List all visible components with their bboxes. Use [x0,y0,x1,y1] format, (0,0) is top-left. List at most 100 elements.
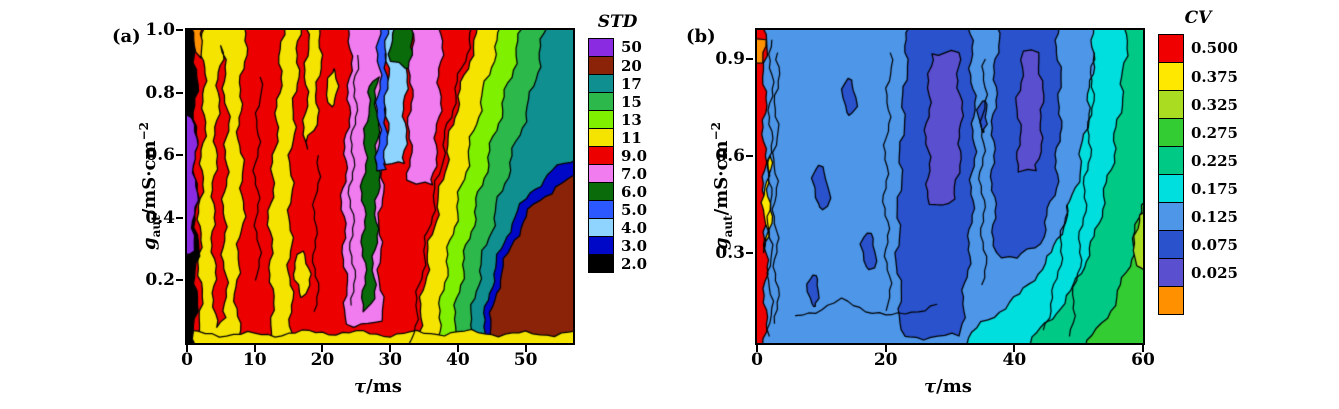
colorbar-swatch [588,200,614,219]
x-tick [1013,345,1016,352]
y-axis-subscript: aut [720,215,735,238]
y-tick-label: 0.3 [715,242,745,263]
y-tick-label: 0.4 [145,207,175,228]
x-tick-label: 0 [751,350,763,370]
colorbar-entry: 3.0 [588,236,648,255]
colorbar-swatch [588,164,614,183]
colorbar-entry-label: 20 [621,56,642,75]
colorbar-swatch [1158,286,1184,315]
colorbar-entry: 0.125 [1158,202,1238,231]
colorbar-entry: 17 [588,74,647,93]
colorbar-entry-label: 0.225 [1191,151,1238,170]
x-tick [456,345,459,352]
x-tick [321,345,324,352]
contour-plot-b: 0 20 40 60 0.3 0.6 0.9 [715,28,1155,370]
colorbar-swatch [1158,174,1184,203]
colorbar-swatch [588,92,614,111]
y-axis-exponent: −2 [137,122,152,141]
colorbar-entry-label: 3.0 [621,236,648,255]
panel-b-y-axis-label: gaut/mS·cm−2 [709,122,735,250]
colorbar-swatch [588,110,614,129]
colorbar-entry: 13 [588,110,647,129]
x-axis-variable: τ [354,376,367,397]
y-tick [176,279,183,282]
colorbar-entry: 20 [588,56,647,75]
colorbar-entry [1158,286,1238,315]
panel-b-x-axis-label: τ/ms [924,376,972,397]
colorbar-entry-label: 0.275 [1191,123,1238,142]
x-tick-label: 40 [1002,350,1027,370]
colorbar-entry-label: 2.0 [621,254,648,273]
x-tick [389,345,392,352]
colorbar-std: STD 50 20 17 15 13 11 9.0 7.0 6.0 5.0 4.0 3.0 2.0 [588,12,647,273]
y-tick [176,154,183,157]
colorbar-entry-label: 15 [621,92,642,111]
colorbar-swatch [588,56,614,75]
colorbar-entry-label: 0.500 [1191,39,1238,57]
y-tick [176,91,183,94]
colorbar-entry: 15 [588,92,647,111]
colorbar-entry-label: 0.125 [1191,207,1238,226]
x-tick [253,345,256,352]
y-tick-label: 0.2 [145,270,175,291]
colorbar-swatch [1158,34,1184,63]
colorbar-entry: 4.0 [588,218,648,237]
colorbar-cv-title: CV [1184,8,1212,28]
colorbar-entry-label: 0.025 [1191,263,1238,282]
colorbar-cv: CV 0.500 0.375 0.325 0.275 0.225 0.175 0.125 0.… [1158,8,1238,315]
colorbar-swatch [588,146,614,165]
x-tick-label: 30 [378,350,402,370]
colorbar-entry: 2.0 [588,254,648,273]
colorbar-swatch [1158,118,1184,147]
colorbar-swatch [1158,90,1184,119]
x-tick-label: 20 [310,350,335,370]
x-tick-label: 20 [873,350,898,370]
colorbar-entry: 9.0 [588,146,648,165]
x-tick [884,345,887,352]
colorbar-swatch [588,218,614,237]
colorbar-swatch [1158,146,1184,175]
y-tick [176,216,183,219]
colorbar-entry: 0.275 [1158,118,1238,147]
colorbar-std-scale: 50 20 17 15 13 11 9.0 7.0 6.0 5.0 4.0 3.0 2.0 [588,38,647,273]
colorbar-entry: 0.375 [1158,62,1238,91]
y-tick [746,154,753,157]
colorbar-entry-label: 7.0 [621,164,648,183]
colorbar-entry-label: 0.075 [1191,235,1238,254]
y-tick-label: 0.6 [715,145,745,166]
colorbar-entry-label: 9.0 [621,146,648,165]
colorbar-swatch [588,182,614,201]
colorbar-swatch [588,74,614,93]
colorbar-swatch [1158,62,1184,91]
colorbar-entry: 0.075 [1158,230,1238,259]
colorbar-swatch [1158,202,1184,231]
colorbar-entry: 7.0 [588,164,648,183]
x-tick [1142,345,1144,352]
colorbar-entry-label: 0.325 [1191,95,1238,114]
colorbar-entry: 0.225 [1158,146,1238,175]
colorbar-std-title: STD [597,12,638,32]
x-axis-units: /ms [936,376,972,397]
colorbar-entry-label: 50 [621,38,642,56]
y-tick-label: 1.0 [145,20,175,40]
panel-a-x-axis-label: τ/ms [354,376,402,397]
y-tick [746,251,753,254]
colorbar-swatch [588,254,614,273]
colorbar-entry: 0.325 [1158,90,1238,119]
panel-a-y-axis-label: gaut/mS·cm−2 [137,122,163,250]
colorbar-swatch [588,128,614,147]
colorbar-swatch [1158,230,1184,259]
colorbar-entry-label: 5.0 [621,200,648,219]
colorbar-swatch [1158,258,1184,287]
panel-a-tag: (a) [112,26,141,47]
x-tick-label: 40 [446,350,470,370]
y-tick-label: 0.9 [715,49,745,70]
y-tick-label: 0.6 [145,145,175,166]
colorbar-entry-label: 4.0 [621,218,648,237]
colorbar-swatch [588,236,614,255]
y-axis-variable: g [139,237,161,250]
x-tick-label: 50 [513,350,538,370]
x-tick [186,345,188,352]
colorbar-entry-label: 11 [621,128,642,147]
